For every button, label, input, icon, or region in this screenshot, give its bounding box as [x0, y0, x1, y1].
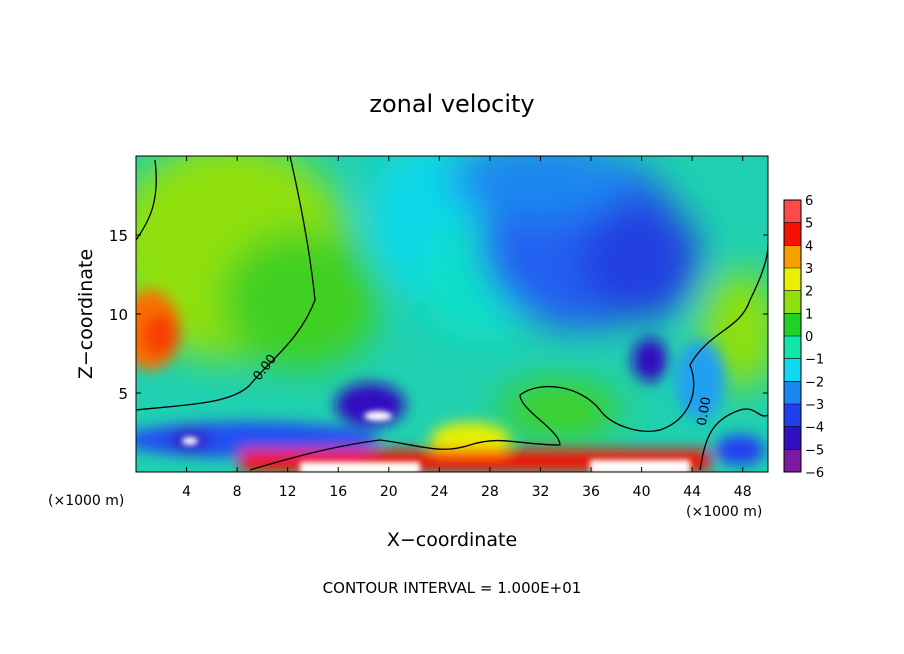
colorbar-label: 4 [805, 239, 813, 254]
y-tick-label: 10 [109, 306, 128, 324]
colorbar-swatch [784, 245, 801, 268]
x-axis: 4 8 12 16 20 24 28 32 36 40 44 48 [182, 156, 752, 500]
colorbar-swatch [784, 358, 801, 382]
colorbar-label: −6 [805, 466, 824, 481]
colorbar-swatch [784, 381, 801, 404]
colorbar: −6 −5 −4 −3 −2 −1 0 1 2 3 4 5 6 [783, 194, 824, 481]
contour-label: 0.00 [695, 396, 715, 427]
colorbar-label: −5 [805, 443, 824, 458]
colorbar-label: 2 [805, 285, 813, 300]
chart-title: zonal velocity [369, 90, 534, 118]
x-unit-left: (×1000 m) [48, 493, 124, 509]
y-axis: 5 10 15 [109, 227, 768, 403]
colorbar-label: −2 [805, 375, 824, 390]
x-tick-label: 44 [683, 484, 701, 500]
x-tick-label: 8 [233, 484, 242, 500]
x-axis-label: X−coordinate [387, 529, 517, 551]
x-tick-label: 24 [430, 484, 448, 500]
y-axis-label: Z−coordinate [75, 249, 97, 379]
zero-contours [136, 156, 768, 471]
x-tick-label: 4 [182, 484, 191, 500]
colorbar-label: −3 [805, 398, 824, 413]
colorbar-swatch [784, 449, 801, 472]
colorbar-label: 1 [805, 307, 813, 322]
x-tick-label: 40 [633, 484, 651, 500]
colorbar-label: 3 [805, 262, 813, 277]
colorbar-swatch [784, 200, 801, 223]
x-tick-label: 16 [329, 484, 347, 500]
y-tick-label: 15 [109, 227, 128, 245]
colorbar-label: 6 [805, 194, 813, 209]
velocity-field [136, 156, 768, 472]
x-tick-label: 12 [279, 484, 297, 500]
colorbar-label: 5 [805, 217, 813, 232]
colorbar-label: 0 [805, 330, 813, 345]
footer-note: CONTOUR INTERVAL = 1.000E+01 [323, 579, 582, 597]
x-tick-label: 36 [582, 484, 600, 500]
colorbar-swatch [784, 290, 801, 314]
x-unit-right: (×1000 m) [686, 504, 762, 520]
colorbar-label: −4 [805, 421, 824, 436]
y-tick-label: 5 [118, 385, 128, 403]
colorbar-swatch [784, 404, 801, 427]
colorbar-swatch [784, 313, 801, 336]
x-tick-label: 32 [532, 484, 550, 500]
colorbar-label: −1 [805, 353, 824, 368]
x-tick-label: 20 [380, 484, 398, 500]
colorbar-swatch [784, 222, 801, 246]
x-tick-label: 48 [734, 484, 752, 500]
x-tick-label: 28 [481, 484, 499, 500]
colorbar-swatch [784, 426, 801, 450]
colorbar-swatch [784, 268, 801, 291]
colorbar-swatch [784, 336, 801, 359]
